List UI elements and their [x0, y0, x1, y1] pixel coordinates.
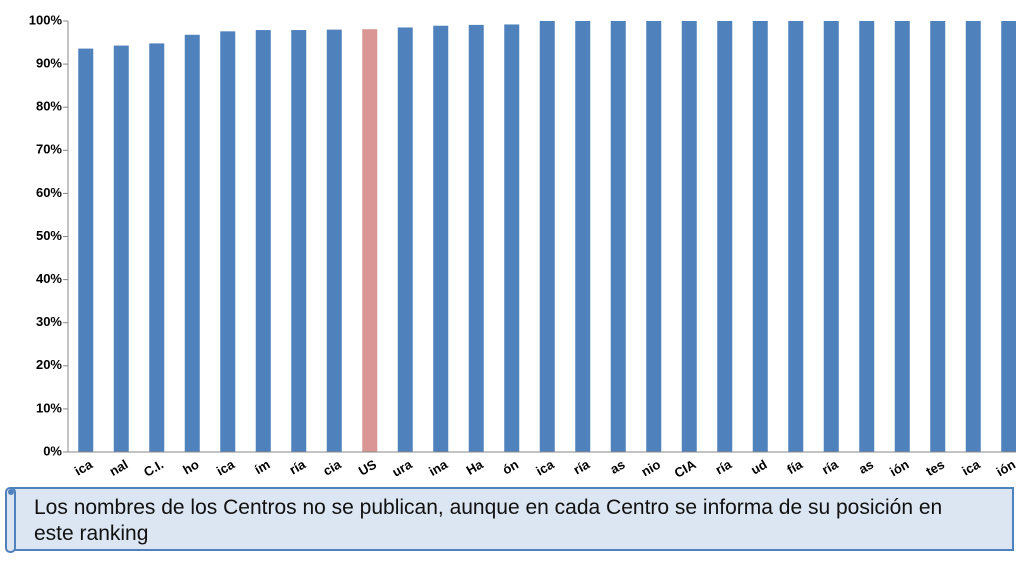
- callout-text: Los nombres de los Centros no se publica…: [34, 496, 943, 545]
- bar: [646, 21, 662, 452]
- x-tick-label: US: [356, 456, 379, 478]
- callout-box: Los nombres de los Centros no se publica…: [10, 487, 1014, 551]
- bar: [610, 21, 626, 452]
- x-tick-label: ud: [748, 457, 769, 478]
- x-tick-label: as: [607, 457, 627, 477]
- y-tick-label: 100%: [29, 12, 63, 27]
- bar: [575, 21, 591, 452]
- y-tick-label: 0%: [43, 443, 62, 458]
- x-tick-label: ión: [994, 457, 1016, 480]
- bar: [433, 25, 449, 453]
- x-tick-label: ica: [72, 456, 96, 478]
- x-tick-label: ho: [180, 457, 201, 478]
- bar: [397, 27, 413, 453]
- x-tick-label: ría: [819, 456, 841, 477]
- y-tick-label: 90%: [36, 56, 62, 71]
- x-tick-label: ica: [959, 456, 983, 478]
- x-tick-label: ón: [500, 457, 521, 478]
- bar: [1001, 21, 1016, 452]
- y-tick-label: 30%: [36, 314, 62, 329]
- bar: [930, 21, 946, 452]
- bar: [823, 21, 839, 452]
- x-tick-label: as: [856, 457, 876, 477]
- bar: [362, 29, 378, 453]
- bar: [291, 30, 307, 453]
- x-tick-label: tes: [923, 457, 947, 479]
- bar: [184, 34, 200, 453]
- x-tick-label: ría: [287, 456, 309, 477]
- x-tick-label: fía: [784, 456, 805, 477]
- x-tick-label: C.I.: [141, 457, 166, 480]
- bar: [717, 21, 733, 452]
- bar: [894, 21, 910, 452]
- bar: [752, 21, 768, 452]
- x-tick-label: ina: [426, 456, 450, 479]
- y-tick-label: 50%: [36, 228, 62, 243]
- y-tick-label: 20%: [36, 357, 62, 372]
- bar: [78, 48, 94, 453]
- x-tick-label: ím: [252, 457, 273, 478]
- x-tick-label: ión: [887, 457, 911, 480]
- x-tick-label: ría: [571, 456, 593, 477]
- bar: [468, 24, 484, 453]
- x-tick-label: ura: [389, 456, 415, 479]
- x-tick-label: CIA: [672, 456, 699, 480]
- y-tick-label: 10%: [36, 400, 62, 415]
- bar: [113, 45, 129, 452]
- x-tick-label: Ha: [464, 456, 487, 478]
- bar: [326, 29, 342, 453]
- y-tick-label: 80%: [36, 99, 62, 114]
- bar: [681, 21, 697, 452]
- y-tick-label: 70%: [36, 142, 62, 157]
- bar: [965, 21, 981, 452]
- callout-curl: [5, 487, 16, 553]
- bar: [255, 30, 271, 453]
- bar: [149, 43, 165, 453]
- bar: [539, 21, 555, 452]
- x-tick-label: cia: [320, 456, 344, 478]
- bar: [859, 21, 875, 452]
- y-tick-label: 40%: [36, 271, 62, 286]
- y-tick-label: 60%: [36, 185, 62, 200]
- bar: [220, 31, 236, 453]
- x-tick-label: ica: [533, 456, 557, 478]
- bar: [504, 24, 520, 453]
- bar: [788, 21, 804, 452]
- x-tick-label: nal: [107, 457, 131, 479]
- x-tick-label: nio: [639, 457, 663, 480]
- x-tick-label: ría: [713, 456, 735, 477]
- x-tick-label: ica: [214, 456, 238, 478]
